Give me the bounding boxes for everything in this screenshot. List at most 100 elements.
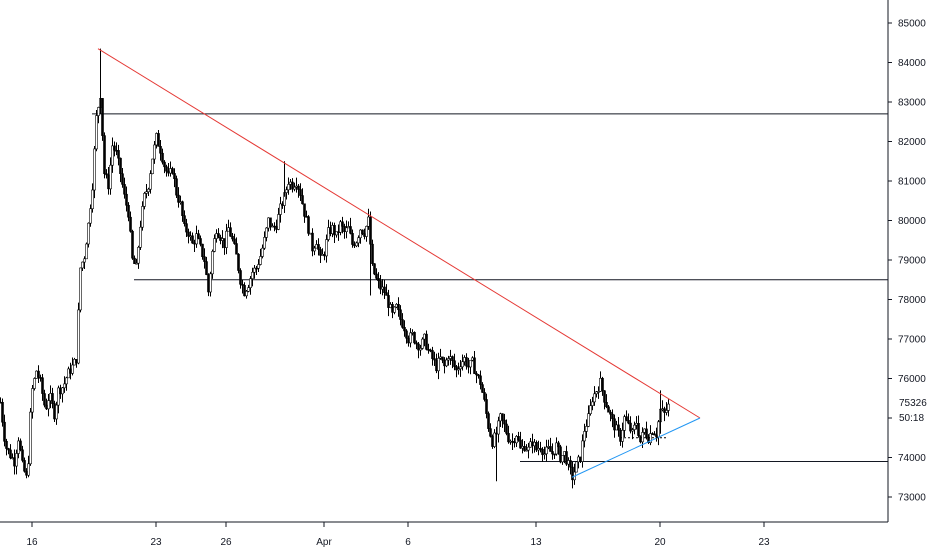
candle <box>349 217 352 235</box>
candle <box>157 130 160 147</box>
candle <box>523 441 526 452</box>
candle <box>609 409 612 422</box>
candle <box>633 421 636 435</box>
candle-body <box>559 446 562 463</box>
candle-body <box>159 146 162 154</box>
candle <box>33 377 36 391</box>
candle <box>301 188 304 205</box>
candle-body <box>373 263 376 275</box>
candle <box>339 219 342 236</box>
candle <box>119 157 122 183</box>
candle <box>291 178 294 193</box>
candle <box>387 289 390 317</box>
candle-body <box>63 383 66 389</box>
candle <box>5 438 8 456</box>
candle-body <box>397 304 400 311</box>
candle <box>375 268 378 281</box>
candle <box>397 297 400 317</box>
candle-body <box>171 168 174 174</box>
candlestick-series <box>0 48 670 489</box>
candle-body <box>115 149 118 152</box>
candle-body <box>555 442 558 455</box>
candle <box>127 202 130 222</box>
candle-body <box>623 416 626 431</box>
candle-body <box>481 384 484 393</box>
candle-body <box>527 446 530 451</box>
time-axis[interactable]: 16 23 26 Apr 6 13 20 23 <box>26 522 770 548</box>
candle-body <box>371 243 374 264</box>
candle-body <box>247 287 250 292</box>
candle-body <box>161 152 164 163</box>
candle <box>357 235 360 248</box>
candle-body <box>425 333 428 350</box>
candle <box>379 275 382 295</box>
candle-body <box>473 357 476 374</box>
candle-body <box>301 195 304 205</box>
candle <box>409 328 412 348</box>
candle-body <box>75 359 78 364</box>
candle <box>213 234 216 253</box>
candle-body <box>229 227 232 237</box>
candle-body <box>261 247 264 257</box>
time-tick-label: Apr <box>316 537 332 548</box>
candle-body <box>189 235 192 238</box>
candle-body <box>259 256 262 265</box>
candle-body <box>459 366 462 370</box>
candle-body <box>67 368 70 379</box>
candle <box>569 455 572 475</box>
candle-body <box>543 453 546 456</box>
candle-body <box>409 332 412 344</box>
time-tick-label: 26 <box>220 537 232 548</box>
candle-body <box>241 284 244 286</box>
candle-body <box>181 201 184 216</box>
candle <box>181 200 184 222</box>
candle-body <box>357 237 360 244</box>
candle-body <box>61 387 64 395</box>
price-tick-label: 84000 <box>898 58 926 69</box>
candle <box>229 222 232 237</box>
candle-body <box>83 258 86 263</box>
candle-body <box>153 144 156 160</box>
candle <box>475 371 478 384</box>
candle <box>319 246 322 264</box>
candle-body <box>41 377 44 394</box>
candle <box>403 320 406 337</box>
candle-body <box>497 420 500 435</box>
candle <box>71 357 74 376</box>
candle-body <box>37 370 40 378</box>
candle-body <box>465 357 468 367</box>
candle <box>27 455 30 478</box>
candle-body <box>233 238 236 244</box>
candle <box>559 444 562 464</box>
candle <box>151 158 154 175</box>
candle <box>103 132 106 179</box>
candle-body <box>129 216 132 232</box>
time-tick-label: 6 <box>405 537 411 548</box>
candle <box>399 305 402 326</box>
candle <box>307 215 310 236</box>
candle <box>597 386 600 399</box>
candle-body <box>335 231 338 236</box>
candle-body <box>603 390 606 403</box>
candle-body <box>431 350 434 359</box>
candle <box>3 414 6 447</box>
candle <box>453 353 456 371</box>
candle <box>431 346 434 366</box>
candle <box>135 258 138 265</box>
candle <box>585 419 588 438</box>
candle-body <box>243 285 246 297</box>
candle-body <box>303 203 306 217</box>
candle <box>545 439 548 462</box>
candle <box>503 413 506 433</box>
candle <box>653 431 656 436</box>
candle <box>591 396 594 411</box>
candle-body <box>125 193 128 206</box>
candle <box>637 415 640 438</box>
candle <box>83 256 86 269</box>
candle-body <box>317 244 320 250</box>
candle-body <box>487 413 490 429</box>
candle <box>539 441 542 453</box>
candle <box>455 365 458 378</box>
candle-body <box>433 358 436 361</box>
